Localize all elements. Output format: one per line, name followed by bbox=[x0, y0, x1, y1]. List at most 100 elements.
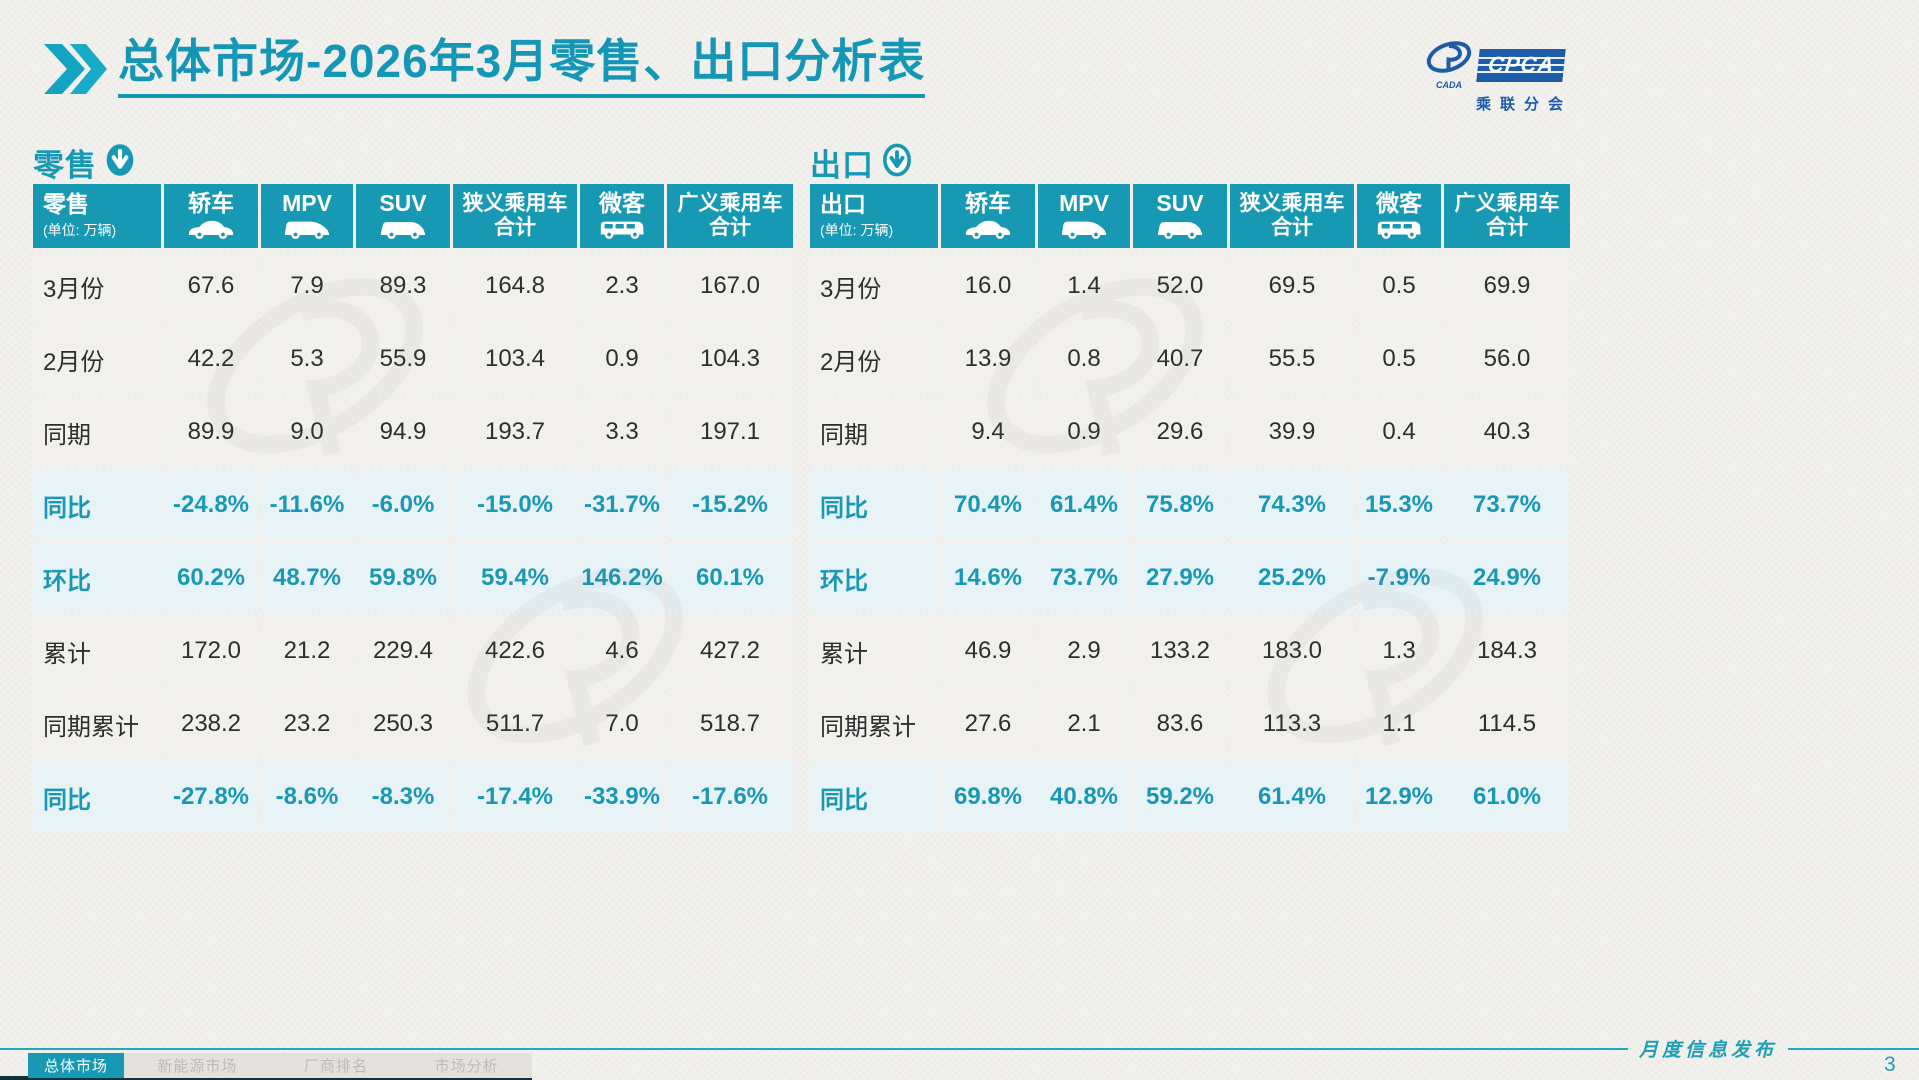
data-cell: 75.8% bbox=[1133, 470, 1227, 540]
data-cell: 59.4% bbox=[453, 543, 577, 613]
data-cell: -17.4% bbox=[453, 762, 577, 832]
data-cell: -11.6% bbox=[261, 470, 353, 540]
retail-table: 零售 (单位: 万辆) 轿车 MPV SUV 狭义乘用车 合计 微客 广义乘用车 合计 3月份 67.… bbox=[33, 184, 793, 832]
data-cell: 114.5 bbox=[1444, 689, 1570, 759]
sedan-icon bbox=[188, 217, 234, 241]
footer-rule-left bbox=[0, 1048, 1628, 1050]
export-table: 出口 (单位: 万辆) 轿车 MPV SUV 狭义乘用车 合计 微客 广义乘用车 合计 3月份 16.… bbox=[810, 184, 1570, 832]
data-cell: 13.9 bbox=[941, 324, 1035, 394]
footer-rule-right bbox=[1788, 1048, 1919, 1050]
data-cell: 29.6 bbox=[1133, 397, 1227, 467]
table-corner-cell: 零售 (单位: 万辆) bbox=[33, 184, 161, 248]
data-cell: 5.3 bbox=[261, 324, 353, 394]
data-cell: 2.1 bbox=[1038, 689, 1130, 759]
row-label: 3月份 bbox=[810, 251, 938, 321]
page-number: 3 bbox=[1884, 1053, 1896, 1076]
data-cell: 15.3% bbox=[1357, 470, 1441, 540]
row-label: 同比 bbox=[810, 470, 938, 540]
data-cell: 427.2 bbox=[667, 616, 793, 686]
sedan-icon bbox=[965, 217, 1011, 241]
data-cell: -31.7% bbox=[580, 470, 664, 540]
data-cell: 74.3% bbox=[1230, 470, 1354, 540]
data-cell: 197.1 bbox=[667, 397, 793, 467]
row-label: 同期累计 bbox=[33, 689, 161, 759]
data-cell: 146.2% bbox=[580, 543, 664, 613]
data-cell: 511.7 bbox=[453, 689, 577, 759]
data-cell: 94.9 bbox=[356, 397, 450, 467]
data-cell: 59.8% bbox=[356, 543, 450, 613]
data-cell: 16.0 bbox=[941, 251, 1035, 321]
data-cell: -33.9% bbox=[580, 762, 664, 832]
data-cell: 172.0 bbox=[164, 616, 258, 686]
data-cell: 0.9 bbox=[580, 324, 664, 394]
data-cell: 3.3 bbox=[580, 397, 664, 467]
tab-manufacturer-ranking[interactable]: 厂商排名 bbox=[303, 1058, 368, 1075]
data-cell: -17.6% bbox=[667, 762, 793, 832]
data-cell: 60.2% bbox=[164, 543, 258, 613]
data-cell: 0.4 bbox=[1357, 397, 1441, 467]
data-cell: 9.4 bbox=[941, 397, 1035, 467]
bottom-strip bbox=[0, 1076, 532, 1080]
data-cell: 69.5 bbox=[1230, 251, 1354, 321]
column-header: 广义乘用车 合计 bbox=[1444, 184, 1570, 248]
column-header: SUV bbox=[1133, 184, 1227, 248]
data-cell: 24.9% bbox=[1444, 543, 1570, 613]
row-label: 2月份 bbox=[33, 324, 161, 394]
data-cell: 1.3 bbox=[1357, 616, 1441, 686]
column-header: SUV bbox=[356, 184, 450, 248]
row-label: 同期 bbox=[810, 397, 938, 467]
data-cell: 164.8 bbox=[453, 251, 577, 321]
table-corner-cell: 出口 (单位: 万辆) bbox=[810, 184, 938, 248]
column-header: MPV bbox=[1038, 184, 1130, 248]
data-cell: 73.7% bbox=[1038, 543, 1130, 613]
data-cell: 73.7% bbox=[1444, 470, 1570, 540]
tab-market-analysis[interactable]: 市场分析 bbox=[434, 1058, 499, 1075]
mpv-icon bbox=[1061, 217, 1107, 241]
data-cell: 518.7 bbox=[667, 689, 793, 759]
column-header: 微客 bbox=[580, 184, 664, 248]
retail-section-head: 零售 bbox=[33, 140, 135, 185]
row-label: 同期累计 bbox=[810, 689, 938, 759]
data-cell: 250.3 bbox=[356, 689, 450, 759]
van-icon bbox=[599, 217, 645, 241]
data-cell: -27.8% bbox=[164, 762, 258, 832]
cpca-logo: CADA CPCA 乘联分会 bbox=[1424, 40, 1594, 114]
data-cell: 60.1% bbox=[667, 543, 793, 613]
column-header: 轿车 bbox=[164, 184, 258, 248]
data-cell: 193.7 bbox=[453, 397, 577, 467]
data-cell: 2.9 bbox=[1038, 616, 1130, 686]
data-cell: 422.6 bbox=[453, 616, 577, 686]
data-cell: 61.0% bbox=[1444, 762, 1570, 832]
data-cell: 12.9% bbox=[1357, 762, 1441, 832]
tab-nev-market[interactable]: 新能源市场 bbox=[157, 1058, 238, 1075]
column-header: 广义乘用车 合计 bbox=[667, 184, 793, 248]
data-cell: 48.7% bbox=[261, 543, 353, 613]
data-cell: 113.3 bbox=[1230, 689, 1354, 759]
data-cell: 133.2 bbox=[1133, 616, 1227, 686]
data-cell: 40.7 bbox=[1133, 324, 1227, 394]
data-cell: 4.6 bbox=[580, 616, 664, 686]
van-icon bbox=[1376, 217, 1422, 241]
data-cell: 7.0 bbox=[580, 689, 664, 759]
row-label: 同期 bbox=[33, 397, 161, 467]
tab-overall-market[interactable]: 总体市场 bbox=[28, 1053, 124, 1078]
data-cell: -8.6% bbox=[261, 762, 353, 832]
data-cell: 1.1 bbox=[1357, 689, 1441, 759]
row-label: 环比 bbox=[810, 543, 938, 613]
data-cell: 27.9% bbox=[1133, 543, 1227, 613]
export-section-head: 出口 bbox=[810, 140, 912, 185]
row-label: 累计 bbox=[33, 616, 161, 686]
data-cell: 1.4 bbox=[1038, 251, 1130, 321]
data-cell: 55.5 bbox=[1230, 324, 1354, 394]
data-cell: 21.2 bbox=[261, 616, 353, 686]
data-cell: 0.5 bbox=[1357, 324, 1441, 394]
data-cell: -15.2% bbox=[667, 470, 793, 540]
data-cell: 40.8% bbox=[1038, 762, 1130, 832]
data-cell: 55.9 bbox=[356, 324, 450, 394]
data-cell: 167.0 bbox=[667, 251, 793, 321]
data-cell: 46.9 bbox=[941, 616, 1035, 686]
row-label: 环比 bbox=[33, 543, 161, 613]
column-header: 轿车 bbox=[941, 184, 1035, 248]
data-cell: -6.0% bbox=[356, 470, 450, 540]
